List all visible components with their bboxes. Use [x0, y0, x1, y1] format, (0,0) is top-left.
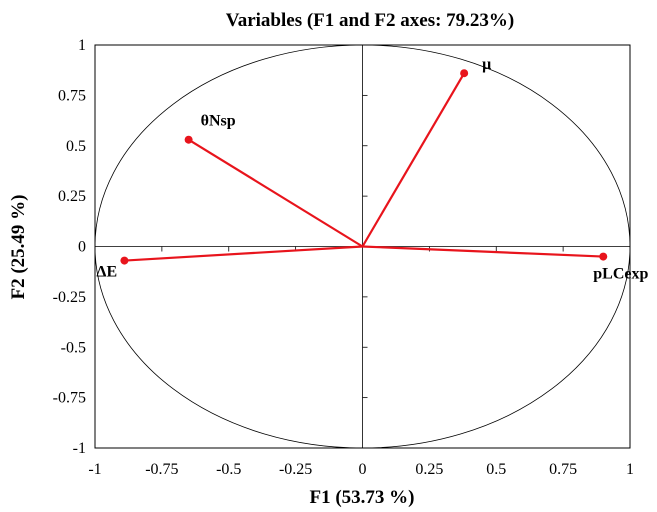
x-tick-label: 0.5 — [486, 461, 506, 478]
vector-point — [184, 135, 193, 144]
y-tick-label: -0.5 — [61, 339, 86, 356]
vector-label: ΔE — [96, 264, 117, 281]
x-tick-label: -0.25 — [279, 461, 312, 478]
vector-label: θNsp — [201, 113, 236, 130]
x-tick-label: 1 — [626, 461, 634, 478]
vector-label: pLCexp — [593, 266, 648, 283]
y-tick-label: -1 — [73, 440, 86, 457]
chart-title: Variables (F1 and F2 axes: 79.23%) — [226, 10, 515, 31]
vector-point — [460, 69, 469, 78]
vector-point — [599, 252, 608, 261]
vector-line — [361, 72, 466, 248]
x-tick-label: -1 — [88, 461, 101, 478]
x-tick-labels: -1 -0.75 -0.5 -0.25 0 0.25 0.5 0.75 1 — [88, 461, 634, 478]
y-tick-label: 0.5 — [66, 138, 86, 155]
x-tick-label: 0.75 — [549, 461, 577, 478]
vector-line — [188, 138, 364, 248]
y-tick-label: 1 — [78, 37, 86, 54]
y-tick-label: 0.25 — [58, 188, 86, 205]
x-tick-label: 0.25 — [415, 461, 443, 478]
x-tick-label: -0.75 — [145, 461, 178, 478]
vector-point — [120, 256, 129, 265]
y-tick-label: -0.75 — [53, 390, 86, 407]
x-tick-label: -0.5 — [216, 461, 241, 478]
x-axis-label: F1 (53.73 %) — [309, 487, 414, 508]
y-axis-label: F2 (25.49 %) — [8, 194, 29, 299]
y-tick-label: 0 — [78, 239, 86, 256]
vector-line — [124, 245, 363, 262]
y-tick-labels: 1 0.75 0.5 0.25 0 -0.25 -0.5 -0.75 -1 — [53, 37, 86, 457]
y-tick-label: -0.25 — [53, 289, 86, 306]
variable-vectors: μ θNsp ΔE pLCexp — [96, 56, 648, 282]
y-tick-label: 0.75 — [58, 87, 86, 104]
x-tick-label: 0 — [359, 461, 367, 478]
vector-label: μ — [482, 56, 491, 73]
vector-line — [362, 245, 604, 258]
